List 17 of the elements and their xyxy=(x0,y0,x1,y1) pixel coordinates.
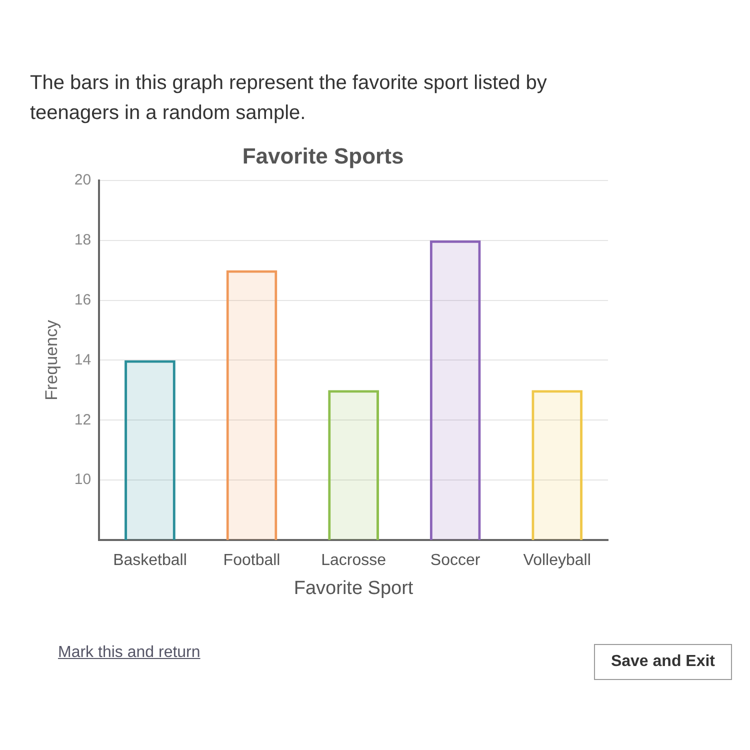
y-tick-label: 10 xyxy=(74,471,92,488)
text: Save and Exit xyxy=(594,644,732,680)
x-tick-label: Volleyball xyxy=(523,552,591,570)
y-tick-label: 18 xyxy=(74,231,92,248)
x-tick-label: Lacrosse xyxy=(321,552,386,570)
y-tick-label: 12 xyxy=(74,411,92,428)
x-axis-title: Favorite Sport xyxy=(294,578,414,599)
y-tick-label: 20 xyxy=(74,172,92,189)
y-axis-title: Frequency xyxy=(42,320,61,400)
x-tick-label: Basketball xyxy=(113,552,187,570)
y-tick-label: 14 xyxy=(74,351,92,368)
x-tick-label: Soccer xyxy=(430,552,481,570)
text: The bars in this graph represent the favorite sport listed by teenagers in a random sample. xyxy=(29,71,548,126)
chart-title: Favorite Sports xyxy=(242,143,404,168)
x-tick-label: Football xyxy=(223,552,280,570)
text: Mark this and return xyxy=(58,644,200,663)
y-tick-label: 16 xyxy=(74,291,92,308)
